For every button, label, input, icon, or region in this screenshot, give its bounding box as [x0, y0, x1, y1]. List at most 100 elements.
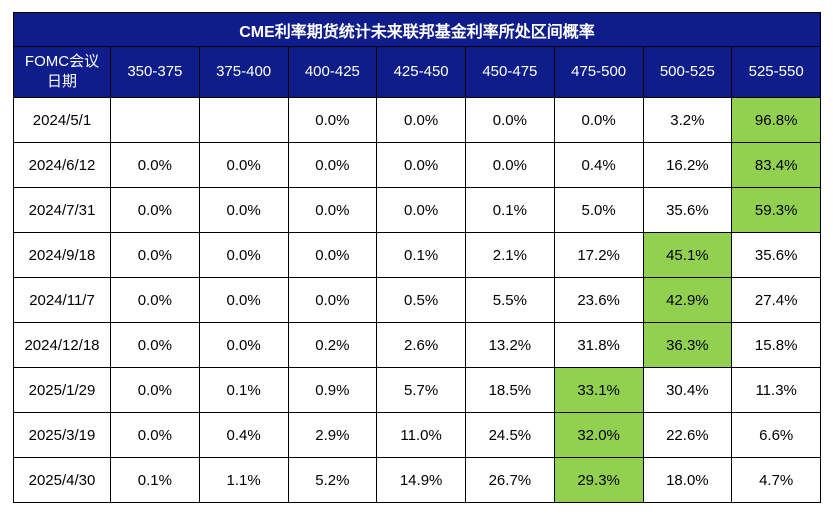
prob-cell: 4.7% [731, 457, 822, 503]
table-row: 2024/11/7 0.0% 0.0% 0.0% 0.5% 5.5% 23.6%… [13, 277, 822, 323]
prob-cell: 83.4% [731, 142, 822, 188]
table-row: 2025/4/30 0.1% 1.1% 5.2% 14.9% 26.7% 29.… [13, 457, 822, 503]
prob-cell: 0.0% [110, 322, 200, 368]
prob-cell: 0.0% [110, 277, 200, 323]
prob-cell: 5.7% [376, 367, 466, 413]
row-date: 2024/7/31 [13, 187, 111, 233]
header-range: 400-425 [287, 46, 378, 98]
prob-cell: 14.9% [376, 457, 466, 503]
title-row: CME利率期货统计未来联邦基金利率所处区间概率 [12, 12, 822, 47]
prob-cell: 42.9% [642, 277, 733, 323]
prob-cell: 2.1% [465, 232, 555, 278]
prob-cell [110, 97, 200, 143]
prob-cell: 24.5% [465, 412, 555, 458]
prob-cell: 1.1% [198, 457, 289, 503]
prob-cell: 0.0% [376, 97, 466, 143]
prob-cell: 45.1% [642, 232, 733, 278]
prob-cell: 0.0% [376, 187, 466, 233]
row-date: 2024/5/1 [13, 97, 111, 143]
prob-cell: 18.5% [465, 367, 555, 413]
prob-cell: 0.0% [110, 142, 200, 188]
row-date: 2025/4/30 [13, 457, 111, 503]
prob-cell: 0.0% [553, 97, 644, 143]
header-range: 500-525 [642, 46, 733, 98]
prob-cell: 5.2% [287, 457, 378, 503]
row-date: 2024/6/12 [13, 142, 111, 188]
prob-cell: 32.0% [553, 412, 644, 458]
prob-cell: 0.9% [287, 367, 378, 413]
prob-cell: 0.0% [287, 142, 378, 188]
prob-cell: 0.0% [465, 142, 555, 188]
header-date-line2: 日期 [46, 73, 77, 90]
header-range: 350-375 [110, 46, 200, 98]
prob-cell [198, 97, 289, 143]
prob-cell: 0.0% [287, 232, 378, 278]
prob-cell: 0.1% [198, 367, 289, 413]
prob-cell: 13.2% [465, 322, 555, 368]
prob-cell: 15.8% [731, 322, 822, 368]
table-row: 2025/3/19 0.0% 0.4% 2.9% 11.0% 24.5% 32.… [13, 412, 822, 458]
prob-cell: 0.0% [198, 277, 289, 323]
prob-cell: 17.2% [553, 232, 644, 278]
prob-cell: 2.9% [287, 412, 378, 458]
header-date-line1: FOMC会议 [24, 53, 100, 70]
prob-cell: 36.3% [642, 322, 733, 368]
prob-cell: 0.5% [376, 277, 466, 323]
row-date: 2025/1/29 [13, 367, 111, 413]
prob-cell: 35.6% [731, 232, 822, 278]
row-date: 2024/12/18 [13, 322, 111, 368]
table-title: CME利率期货统计未来联邦基金利率所处区间概率 [12, 12, 822, 47]
probability-table-container: CME利率期货统计未来联邦基金利率所处区间概率 FOMC会议 日期 350-37… [12, 12, 822, 503]
prob-cell: 26.7% [465, 457, 555, 503]
prob-cell: 0.0% [287, 277, 378, 323]
prob-cell: 0.1% [376, 232, 466, 278]
header-row: FOMC会议 日期 350-375 375-400 400-425 425-45… [13, 46, 822, 98]
prob-cell: 59.3% [731, 187, 822, 233]
header-range: 425-450 [376, 46, 466, 98]
header-range: 450-475 [465, 46, 555, 98]
prob-cell: 0.2% [287, 322, 378, 368]
prob-cell: 30.4% [642, 367, 733, 413]
prob-cell: 22.6% [642, 412, 733, 458]
table-row: 2024/7/31 0.0% 0.0% 0.0% 0.0% 0.1% 5.0% … [13, 187, 822, 233]
table-row: 2024/9/18 0.0% 0.0% 0.0% 0.1% 2.1% 17.2%… [13, 232, 822, 278]
prob-cell: 18.0% [642, 457, 733, 503]
table-row: 2024/6/12 0.0% 0.0% 0.0% 0.0% 0.0% 0.4% … [13, 142, 822, 188]
prob-cell: 0.1% [465, 187, 555, 233]
prob-cell: 0.1% [110, 457, 200, 503]
probability-table: CME利率期货统计未来联邦基金利率所处区间概率 FOMC会议 日期 350-37… [12, 12, 822, 503]
table-row: 2024/12/18 0.0% 0.0% 0.2% 2.6% 13.2% 31.… [13, 322, 822, 368]
prob-cell: 3.2% [642, 97, 733, 143]
prob-cell: 0.0% [110, 232, 200, 278]
prob-cell: 0.0% [198, 232, 289, 278]
header-date: FOMC会议 日期 [13, 46, 111, 98]
prob-cell: 5.0% [553, 187, 644, 233]
table-row: 2024/5/1 0.0% 0.0% 0.0% 0.0% 3.2% 96.8% [13, 97, 822, 143]
prob-cell: 0.0% [198, 142, 289, 188]
prob-cell: 0.0% [198, 187, 289, 233]
prob-cell: 31.8% [553, 322, 644, 368]
prob-cell: 16.2% [642, 142, 733, 188]
prob-cell: 2.6% [376, 322, 466, 368]
prob-cell: 0.0% [198, 322, 289, 368]
prob-cell: 27.4% [731, 277, 822, 323]
prob-cell: 0.4% [553, 142, 644, 188]
prob-cell: 11.3% [731, 367, 822, 413]
table-body: 2024/5/1 0.0% 0.0% 0.0% 0.0% 3.2% 96.8% … [13, 97, 822, 503]
prob-cell: 0.0% [110, 412, 200, 458]
header-range: 525-550 [731, 46, 822, 98]
row-date: 2024/11/7 [13, 277, 111, 323]
prob-cell: 0.0% [376, 142, 466, 188]
prob-cell: 23.6% [553, 277, 644, 323]
row-date: 2024/9/18 [13, 232, 111, 278]
prob-cell: 5.5% [465, 277, 555, 323]
prob-cell: 0.0% [287, 97, 378, 143]
header-range: 475-500 [553, 46, 644, 98]
header-range: 375-400 [198, 46, 289, 98]
prob-cell: 0.0% [287, 187, 378, 233]
prob-cell: 0.0% [110, 367, 200, 413]
prob-cell: 6.6% [731, 412, 822, 458]
prob-cell: 11.0% [376, 412, 466, 458]
prob-cell: 35.6% [642, 187, 733, 233]
prob-cell: 33.1% [553, 367, 644, 413]
